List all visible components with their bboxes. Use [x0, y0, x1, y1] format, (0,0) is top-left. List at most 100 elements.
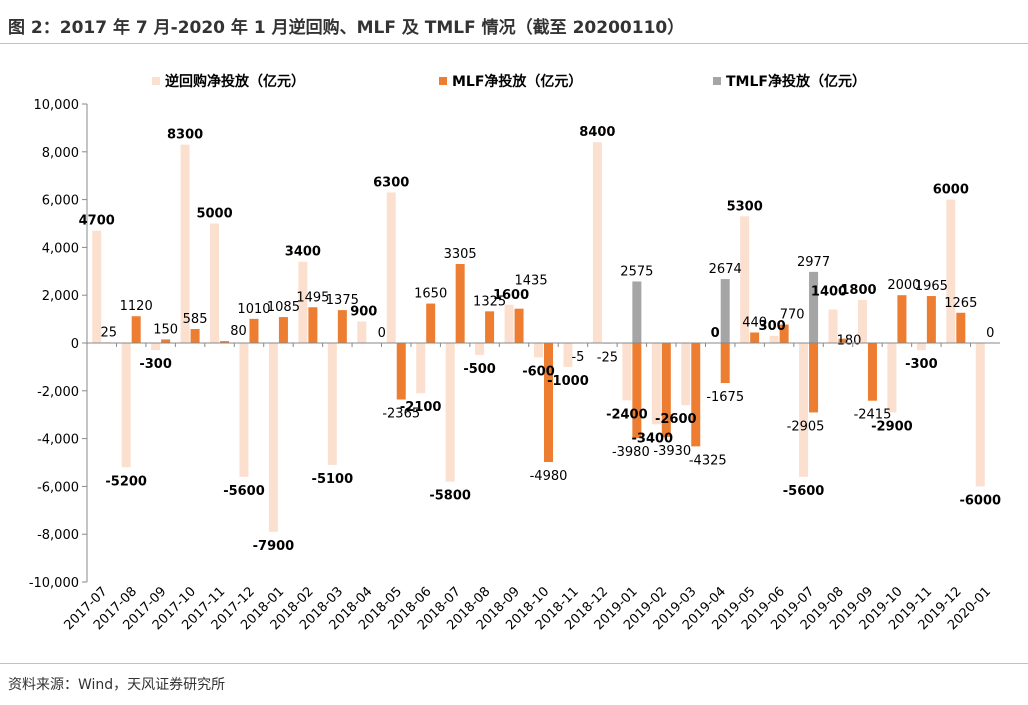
reverse-repo-bar [180, 144, 190, 343]
data-label: 0 [711, 326, 720, 341]
mlf-bar [278, 317, 288, 343]
mlf-bar [661, 343, 671, 437]
data-label: -300 [139, 357, 172, 372]
data-label: -3980 [612, 445, 650, 460]
reverse-repo-bar [445, 343, 455, 482]
legend-swatch [152, 77, 160, 85]
mlf-bar [161, 339, 171, 343]
data-label: 1325 [473, 294, 506, 309]
x-axis: 2017-072017-082017-092017-102017-112017-… [62, 342, 1000, 633]
data-label: 2000 [887, 278, 920, 293]
legend: 逆回购净投放（亿元） MLF净投放（亿元） TMLF净投放（亿元） [152, 73, 866, 90]
data-label: -500 [463, 362, 496, 377]
reverse-repo-bar [386, 192, 396, 343]
legend-label: TMLF净投放（亿元） [726, 73, 866, 90]
data-label: 1120 [120, 299, 153, 314]
reverse-repo-bar [828, 309, 838, 343]
mlf-bar [632, 343, 642, 439]
data-label: 900 [350, 304, 377, 319]
data-label: 2674 [709, 262, 742, 277]
reverse-repo-bar [327, 343, 337, 465]
data-label: 440 [742, 315, 767, 330]
mlf-bar [956, 312, 966, 343]
reverse-repo-bar [916, 343, 926, 351]
legend-label: MLF净投放（亿元） [452, 73, 582, 90]
data-label: 770 [780, 308, 805, 323]
reverse-repo-bar [239, 343, 249, 477]
tmlf-bar [809, 271, 819, 343]
reverse-repo-bar [622, 343, 632, 401]
mlf-bar [131, 316, 141, 343]
mlf-bar [396, 343, 406, 400]
data-label: -3930 [653, 444, 691, 459]
reverse-repo-bar [357, 321, 367, 343]
reverse-repo-bar [740, 216, 750, 343]
data-label: -7900 [253, 539, 295, 554]
y-tick-label: 2,000 [42, 289, 79, 304]
reverse-repo-bar [534, 343, 543, 358]
reverse-repo-bar [298, 261, 308, 343]
data-label: 1965 [915, 279, 948, 294]
mlf-bar [190, 329, 200, 343]
mlf-bar [750, 332, 760, 343]
mlf-bar [455, 264, 465, 343]
title-divider [0, 43, 1028, 44]
reverse-repo-bar [92, 230, 102, 343]
data-label: 5300 [727, 199, 763, 214]
footer-divider [0, 663, 1028, 664]
data-label: 2575 [620, 264, 653, 279]
mlf-bar [308, 307, 318, 343]
reverse-repo-bar [504, 304, 514, 343]
reverse-repo-bar [416, 343, 426, 394]
reverse-repo-bar [681, 343, 691, 406]
data-label: -5200 [105, 474, 147, 489]
data-label: -600 [522, 364, 555, 379]
data-label: 25 [100, 325, 117, 340]
data-label: -2900 [871, 419, 913, 434]
reverse-repo-bar [475, 343, 485, 355]
data-label: -1000 [547, 374, 589, 389]
y-tick-label: -8,000 [37, 528, 79, 543]
mlf-bar [485, 311, 495, 343]
data-label: 0 [378, 326, 386, 341]
data-label: 1650 [414, 287, 447, 302]
y-tick-label: 0 [71, 337, 79, 352]
data-label: -4980 [530, 469, 568, 484]
reverse-repo-bar [268, 343, 278, 532]
data-label: -25 [597, 351, 618, 366]
data-label: 1800 [840, 283, 876, 298]
reverse-repo-bar [651, 343, 661, 425]
mlf-bar [867, 343, 877, 401]
chart-title: 图 2：2017 年 7 月-2020 年 1 月逆回购、MLF 及 TMLF … [8, 18, 685, 38]
reverse-repo-bar [975, 343, 985, 487]
mlf-bar [779, 324, 789, 343]
reverse-repo-bar [769, 335, 779, 343]
data-label: -3400 [632, 431, 674, 446]
data-label: 1375 [326, 293, 359, 308]
data-label: -5600 [783, 484, 825, 499]
mlf-bar [249, 318, 259, 343]
data-label: 150 [153, 322, 178, 337]
data-label: -2415 [854, 408, 892, 423]
data-label: -2400 [606, 407, 648, 422]
tmlf-bar [632, 281, 642, 343]
legend-swatch [713, 77, 721, 85]
data-label: 1085 [267, 300, 300, 315]
data-labels: 4700 -5200 -300 8300 5000 -5600 -7900 3400 -5100… [79, 125, 1001, 554]
data-label: 1600 [493, 288, 529, 303]
data-label: -5100 [312, 472, 354, 487]
data-label: -4325 [689, 453, 727, 468]
y-tick-label: -2,000 [37, 385, 79, 400]
data-label: 6300 [373, 175, 409, 190]
reverse-repo-bar [151, 343, 161, 351]
reverse-repo-bar [592, 142, 602, 343]
reverse-repo-bar [563, 343, 573, 367]
mlf-bar [897, 295, 907, 343]
reverse-repo-bar [857, 299, 867, 343]
data-label: 3305 [444, 247, 477, 262]
data-label: 1010 [237, 302, 270, 317]
mlf-bar [809, 343, 819, 413]
data-label: -2365 [382, 407, 420, 422]
data-label: 4700 [79, 214, 115, 229]
data-label: -5 [571, 350, 584, 365]
